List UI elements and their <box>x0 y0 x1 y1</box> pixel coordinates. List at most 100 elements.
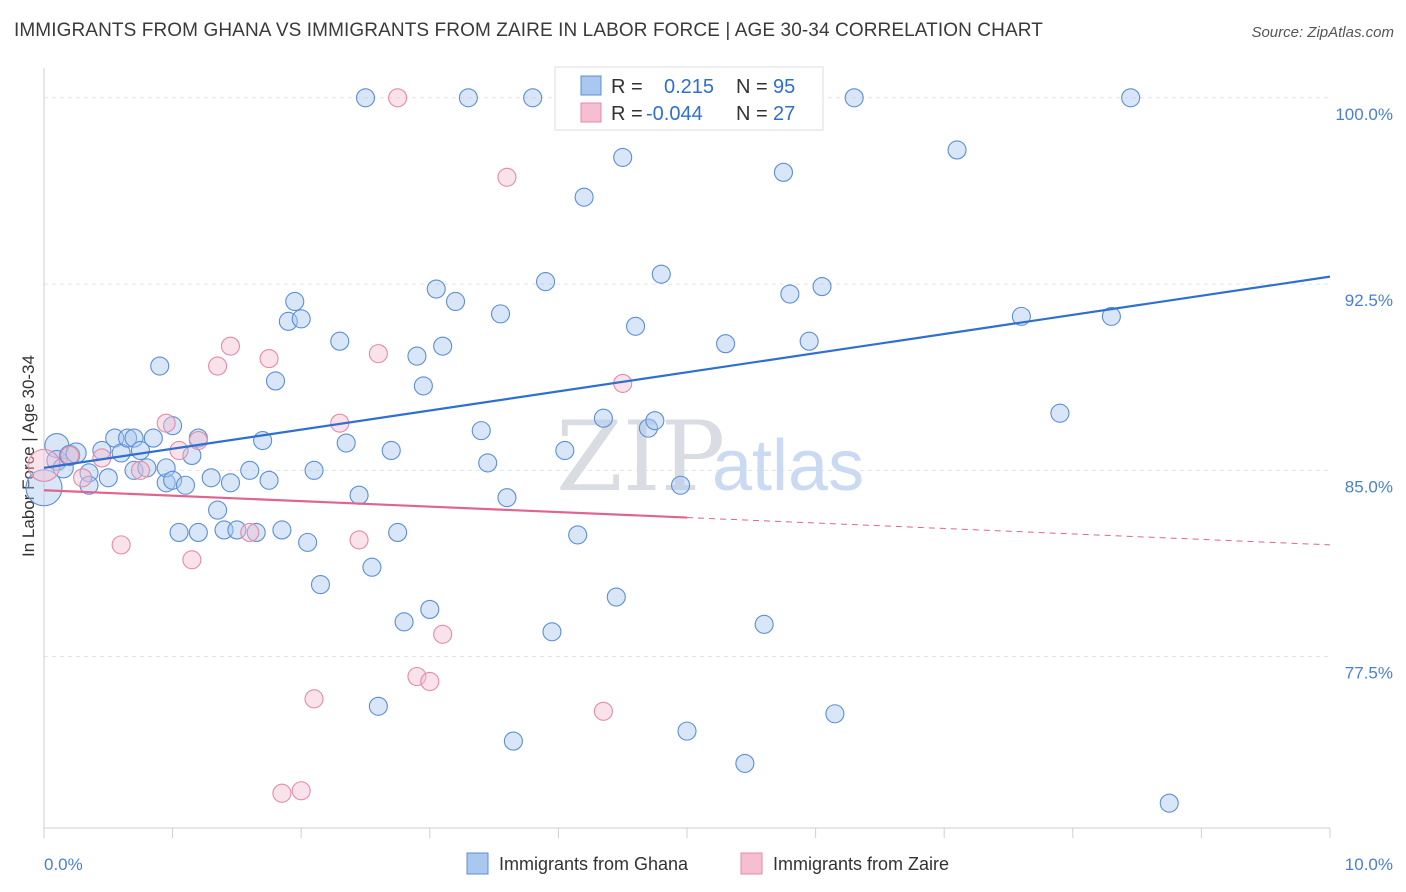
watermark-zip: ZIP <box>556 401 725 513</box>
point-ghana <box>503 731 523 751</box>
point-ghana <box>291 309 311 329</box>
chart-source: Source: ZipAtlas.com <box>1251 24 1394 41</box>
point-ghana <box>98 468 118 488</box>
point-ghana <box>555 440 575 461</box>
point-ghana <box>79 475 99 495</box>
y-tick-label: 92.5% <box>1345 291 1393 310</box>
point-zaire <box>240 522 260 542</box>
point-ghana <box>671 475 691 495</box>
legend-swatch-ghana <box>466 852 489 875</box>
trend-line-zaire <box>43 489 688 519</box>
point-ghana <box>413 376 433 396</box>
series-points <box>25 88 1179 813</box>
point-ghana <box>175 475 196 495</box>
y-tick-label: 85.0% <box>1345 477 1393 496</box>
y-tick-labels: 100.0% 92.5% 85.0% 77.5% <box>1335 105 1393 683</box>
stats-n-value-ghana: 95 <box>773 76 795 98</box>
point-ghana <box>638 418 658 438</box>
stats-r-label-ghana: R = <box>611 76 643 98</box>
point-ghana <box>1159 793 1179 813</box>
point-zaire <box>182 550 202 570</box>
x-tick-label-max: 10.0% <box>1345 855 1393 874</box>
stats-r-label-zaire: R = <box>611 103 643 125</box>
point-ghana <box>336 433 356 453</box>
point-zaire <box>368 344 388 364</box>
point-ghana <box>478 453 498 473</box>
point-ghana <box>201 468 221 488</box>
point-ghana <box>677 721 697 741</box>
stats-r-value-ghana: 0.215 <box>664 76 714 98</box>
trend-line-zaire-extension <box>686 517 1331 546</box>
point-ghana <box>368 696 388 716</box>
point-ghana <box>240 460 260 480</box>
point-ghana <box>246 522 266 542</box>
point-ghana <box>407 346 427 366</box>
point-zaire <box>208 356 228 376</box>
point-ghana <box>426 279 446 299</box>
stats-n-label-ghana: N = <box>736 76 768 98</box>
point-ghana <box>272 520 292 540</box>
point-zaire <box>420 671 440 692</box>
point-ghana <box>433 336 453 356</box>
point-ghana <box>445 291 466 312</box>
stats-r-value-zaire: -0.044 <box>646 103 703 125</box>
point-ghana <box>143 428 163 448</box>
point-ghana <box>259 470 279 490</box>
point-ghana <box>420 599 440 619</box>
x-tick-marks <box>43 828 1331 838</box>
point-ghana <box>298 532 318 552</box>
point-zaire <box>259 349 279 369</box>
point-ghana <box>1050 403 1070 423</box>
point-ghana <box>349 485 369 505</box>
point-zaire <box>73 468 93 488</box>
legend-label-zaire: Immigrants from Zaire <box>773 854 949 874</box>
point-zaire <box>388 88 408 108</box>
point-ghana <box>355 88 376 108</box>
bottom-legend: Immigrants from Ghana Immigrants from Za… <box>466 852 949 875</box>
x-tick-label-min: 0.0% <box>44 855 83 874</box>
point-ghana <box>735 753 755 773</box>
point-ghana <box>471 421 491 441</box>
point-zaire <box>169 440 189 461</box>
point-ghana <box>388 522 408 542</box>
point-ghana <box>844 88 864 108</box>
point-ghana <box>947 140 967 160</box>
point-zaire <box>593 701 613 721</box>
point-ghana <box>330 331 350 351</box>
point-ghana <box>799 331 819 351</box>
point-ghana <box>825 704 845 724</box>
gridlines <box>44 97 1330 658</box>
point-ghana <box>188 522 208 542</box>
legend-label-ghana: Immigrants from Ghana <box>499 854 689 874</box>
point-zaire <box>111 535 131 555</box>
point-ghana <box>490 304 511 324</box>
point-zaire <box>60 445 80 466</box>
point-ghana <box>606 587 626 607</box>
point-ghana <box>362 557 382 577</box>
point-ghana <box>716 334 736 354</box>
point-ghana <box>523 88 543 108</box>
point-zaire <box>220 336 241 356</box>
y-tick-label: 100.0% <box>1335 105 1393 124</box>
point-ghana <box>394 612 414 632</box>
point-ghana <box>310 575 331 595</box>
point-ghana <box>163 470 183 490</box>
point-ghana <box>754 614 774 634</box>
point-ghana <box>220 473 241 493</box>
point-ghana <box>613 147 633 167</box>
point-ghana <box>1101 306 1121 326</box>
stats-n-value-zaire: 27 <box>773 103 795 125</box>
point-zaire <box>349 530 369 550</box>
point-ghana <box>535 272 556 292</box>
y-tick-label: 77.5% <box>1345 664 1393 683</box>
point-ghana <box>118 428 138 448</box>
legend-swatch-zaire <box>740 852 763 875</box>
point-ghana <box>150 356 170 376</box>
point-ghana <box>574 187 594 207</box>
stats-swatch-ghana <box>580 75 602 96</box>
point-zaire <box>433 624 453 644</box>
point-ghana <box>593 408 613 428</box>
point-zaire <box>407 666 427 687</box>
point-ghana <box>265 371 286 391</box>
